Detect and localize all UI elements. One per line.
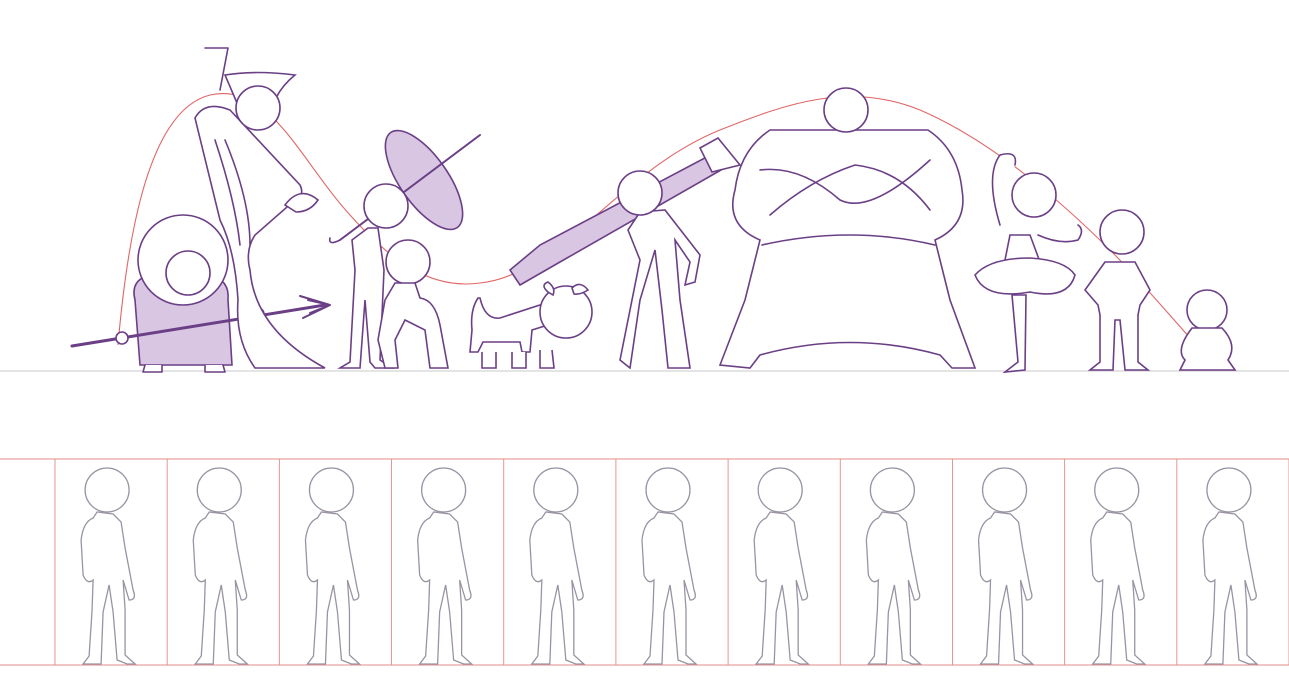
muscle-man-belt — [761, 234, 936, 246]
mannequin-figure — [529, 467, 586, 665]
dog — [469, 281, 593, 369]
ballerina-head — [1011, 172, 1057, 218]
mannequin-figure — [641, 467, 698, 665]
mannequin-figure — [1202, 467, 1259, 665]
ballerina-side-arm — [1037, 224, 1083, 243]
spear-head — [299, 295, 331, 319]
mannequin-head — [869, 467, 916, 513]
mannequin-body — [529, 511, 586, 665]
mannequin-head — [981, 467, 1028, 513]
mannequin-body — [865, 511, 923, 665]
rocket-woman-body — [619, 209, 701, 370]
reaper-hand — [283, 192, 320, 213]
mannequin-figure — [1090, 467, 1147, 665]
hooded-figure-hand-left — [115, 331, 129, 345]
hooded-figure-face — [165, 250, 211, 296]
kneeling-man-head — [385, 239, 431, 285]
boy — [1083, 209, 1151, 371]
rocket-launcher-muzzle — [698, 136, 742, 173]
muscle-man-head — [823, 87, 869, 133]
reaper-cloak — [194, 105, 326, 369]
umbrella-man-head — [363, 183, 409, 229]
mannequin-figure — [416, 467, 474, 665]
mannequin-head — [1206, 467, 1252, 513]
ballerina-raised-arm — [991, 152, 1017, 226]
mannequin-figure — [865, 467, 923, 665]
ballerina — [974, 152, 1083, 374]
mannequin-body — [1090, 511, 1147, 665]
scythe-handle-top — [204, 47, 229, 91]
mannequin-body — [80, 511, 137, 665]
ballerina-tutu — [974, 257, 1076, 295]
baby-body — [1178, 327, 1237, 371]
mannequin-head — [196, 467, 242, 513]
mannequin-figure — [753, 467, 810, 665]
mannequin-body — [304, 511, 362, 665]
baby-head — [1186, 289, 1228, 331]
reaper-arm — [214, 139, 251, 246]
hooded-figure-feet — [142, 364, 226, 373]
mannequin-head — [1094, 467, 1140, 513]
rocket-woman-head — [617, 170, 663, 216]
reaper-head — [235, 85, 281, 131]
umbrella-shaft — [339, 134, 481, 241]
boy-body — [1083, 261, 1151, 371]
rocket-launcher — [508, 149, 737, 287]
mannequin-head — [645, 467, 691, 513]
kneeling-man — [377, 239, 449, 369]
big-muscle-man — [718, 87, 977, 369]
mannequin-head — [420, 467, 467, 513]
mannequins — [80, 467, 1259, 665]
mannequin-figure — [80, 467, 137, 665]
ballerina-legs — [1002, 294, 1027, 374]
mannequin-body — [753, 511, 810, 665]
muscle-man-crossed-arms — [759, 159, 931, 216]
mannequin-head — [308, 467, 355, 513]
umbrella-hook — [328, 237, 341, 244]
mannequin-body — [641, 511, 698, 665]
mannequin-figure — [304, 467, 362, 665]
mannequin-head — [757, 467, 803, 513]
mannequin-body — [1202, 511, 1259, 665]
mannequin-body — [192, 511, 249, 665]
mannequin-head — [84, 467, 130, 513]
spear-shaft — [70, 303, 327, 348]
mannequin-figure — [977, 467, 1035, 665]
mannequin-body — [977, 511, 1035, 665]
mannequin-body — [416, 511, 474, 665]
grim-reaper-with-scythe — [194, 47, 326, 369]
baby — [1178, 289, 1237, 371]
kneeling-man-body — [377, 282, 449, 369]
dog-legs — [481, 349, 555, 369]
mannequin-frame-row — [0, 458, 1289, 666]
woman-with-rocket-launcher — [508, 136, 742, 370]
dog-ears — [543, 281, 590, 297]
frame-dividers — [54, 459, 1289, 665]
dog-head — [539, 285, 593, 339]
mannequin-head — [533, 467, 579, 513]
boy-head — [1099, 209, 1145, 255]
mannequin-figure — [192, 467, 249, 665]
